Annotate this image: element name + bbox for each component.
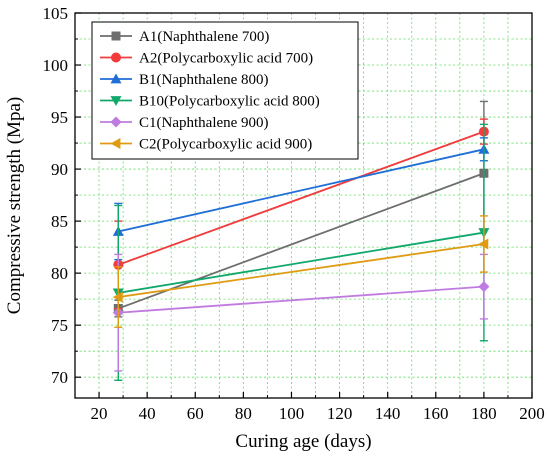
x-tick-label: 40 — [139, 404, 156, 423]
y-tick-label: 70 — [51, 368, 68, 387]
legend-item: C1(Naphthalene 900) — [100, 115, 269, 131]
y-tick-label: 85 — [51, 212, 68, 231]
legend-marker — [110, 73, 122, 84]
series-4 — [112, 123, 490, 382]
y-tick-label: 95 — [51, 108, 68, 127]
y-axis-title: Compressive strength (Mpa) — [4, 97, 25, 314]
axis-ticks: 20 40 60 80 100 120 140 160 180 200 70 75 80 85 90 95 10… — [43, 4, 545, 423]
legend-item: B10(Polycarboxylic acid 800) — [100, 94, 320, 110]
data-point — [112, 291, 123, 303]
data-point — [478, 281, 490, 293]
legend-label: C1(Naphthalene 900) — [139, 115, 269, 131]
y-tick-label: 90 — [51, 160, 68, 179]
x-tick-label: 80 — [235, 404, 252, 423]
legend-label: B10(Polycarboxylic acid 800) — [139, 94, 320, 110]
x-tick-label: 180 — [471, 404, 497, 423]
legend: A1(Naphthalene 700) A2(Polycarboxylic aci… — [91, 21, 359, 160]
x-axis-title: Curing age (days) — [235, 431, 371, 452]
y-tick-label: 100 — [43, 56, 69, 75]
legend-box — [91, 21, 359, 160]
legend-marker — [110, 138, 121, 149]
legend-label: C2(Polycarboxylic acid 900) — [139, 137, 312, 153]
legend-marker — [111, 31, 121, 41]
y-tick-label: 75 — [51, 316, 68, 335]
series-line — [118, 243, 485, 298]
legend-marker — [110, 116, 122, 128]
x-tick-label: 100 — [279, 404, 305, 423]
series-line — [117, 130, 485, 266]
series-layer — [112, 100, 490, 382]
legend-label: B1(Naphthalene 800) — [139, 72, 269, 88]
x-tick-label: 140 — [375, 404, 401, 423]
legend-item: B1(Naphthalene 800) — [100, 72, 269, 88]
series-5 — [112, 253, 490, 372]
series-line — [117, 172, 485, 310]
legend-label: A1(Naphthalene 700) — [139, 29, 269, 45]
series-line — [118, 231, 485, 294]
series-line — [118, 285, 484, 314]
legend-item: A1(Naphthalene 700) — [100, 29, 269, 45]
x-tick-label: 160 — [423, 404, 449, 423]
legend-item: C2(Polycarboxylic acid 900) — [100, 137, 312, 153]
legend-marker — [111, 52, 121, 63]
legend-marker — [110, 96, 122, 106]
data-point — [478, 238, 489, 250]
y-tick-label: 80 — [51, 264, 68, 283]
y-tick-label: 105 — [43, 4, 69, 23]
x-tick-label: 20 — [91, 404, 108, 423]
x-tick-label: 60 — [187, 404, 204, 423]
x-tick-label: 120 — [327, 404, 353, 423]
legend-label: A2(Polycarboxylic acid 700) — [139, 51, 313, 67]
plot-frame — [74, 12, 533, 399]
x-tick-label: 200 — [519, 404, 545, 423]
legend-item: A2(Polycarboxylic acid 700) — [100, 51, 313, 67]
series-line — [118, 148, 485, 233]
series-6 — [112, 215, 489, 328]
